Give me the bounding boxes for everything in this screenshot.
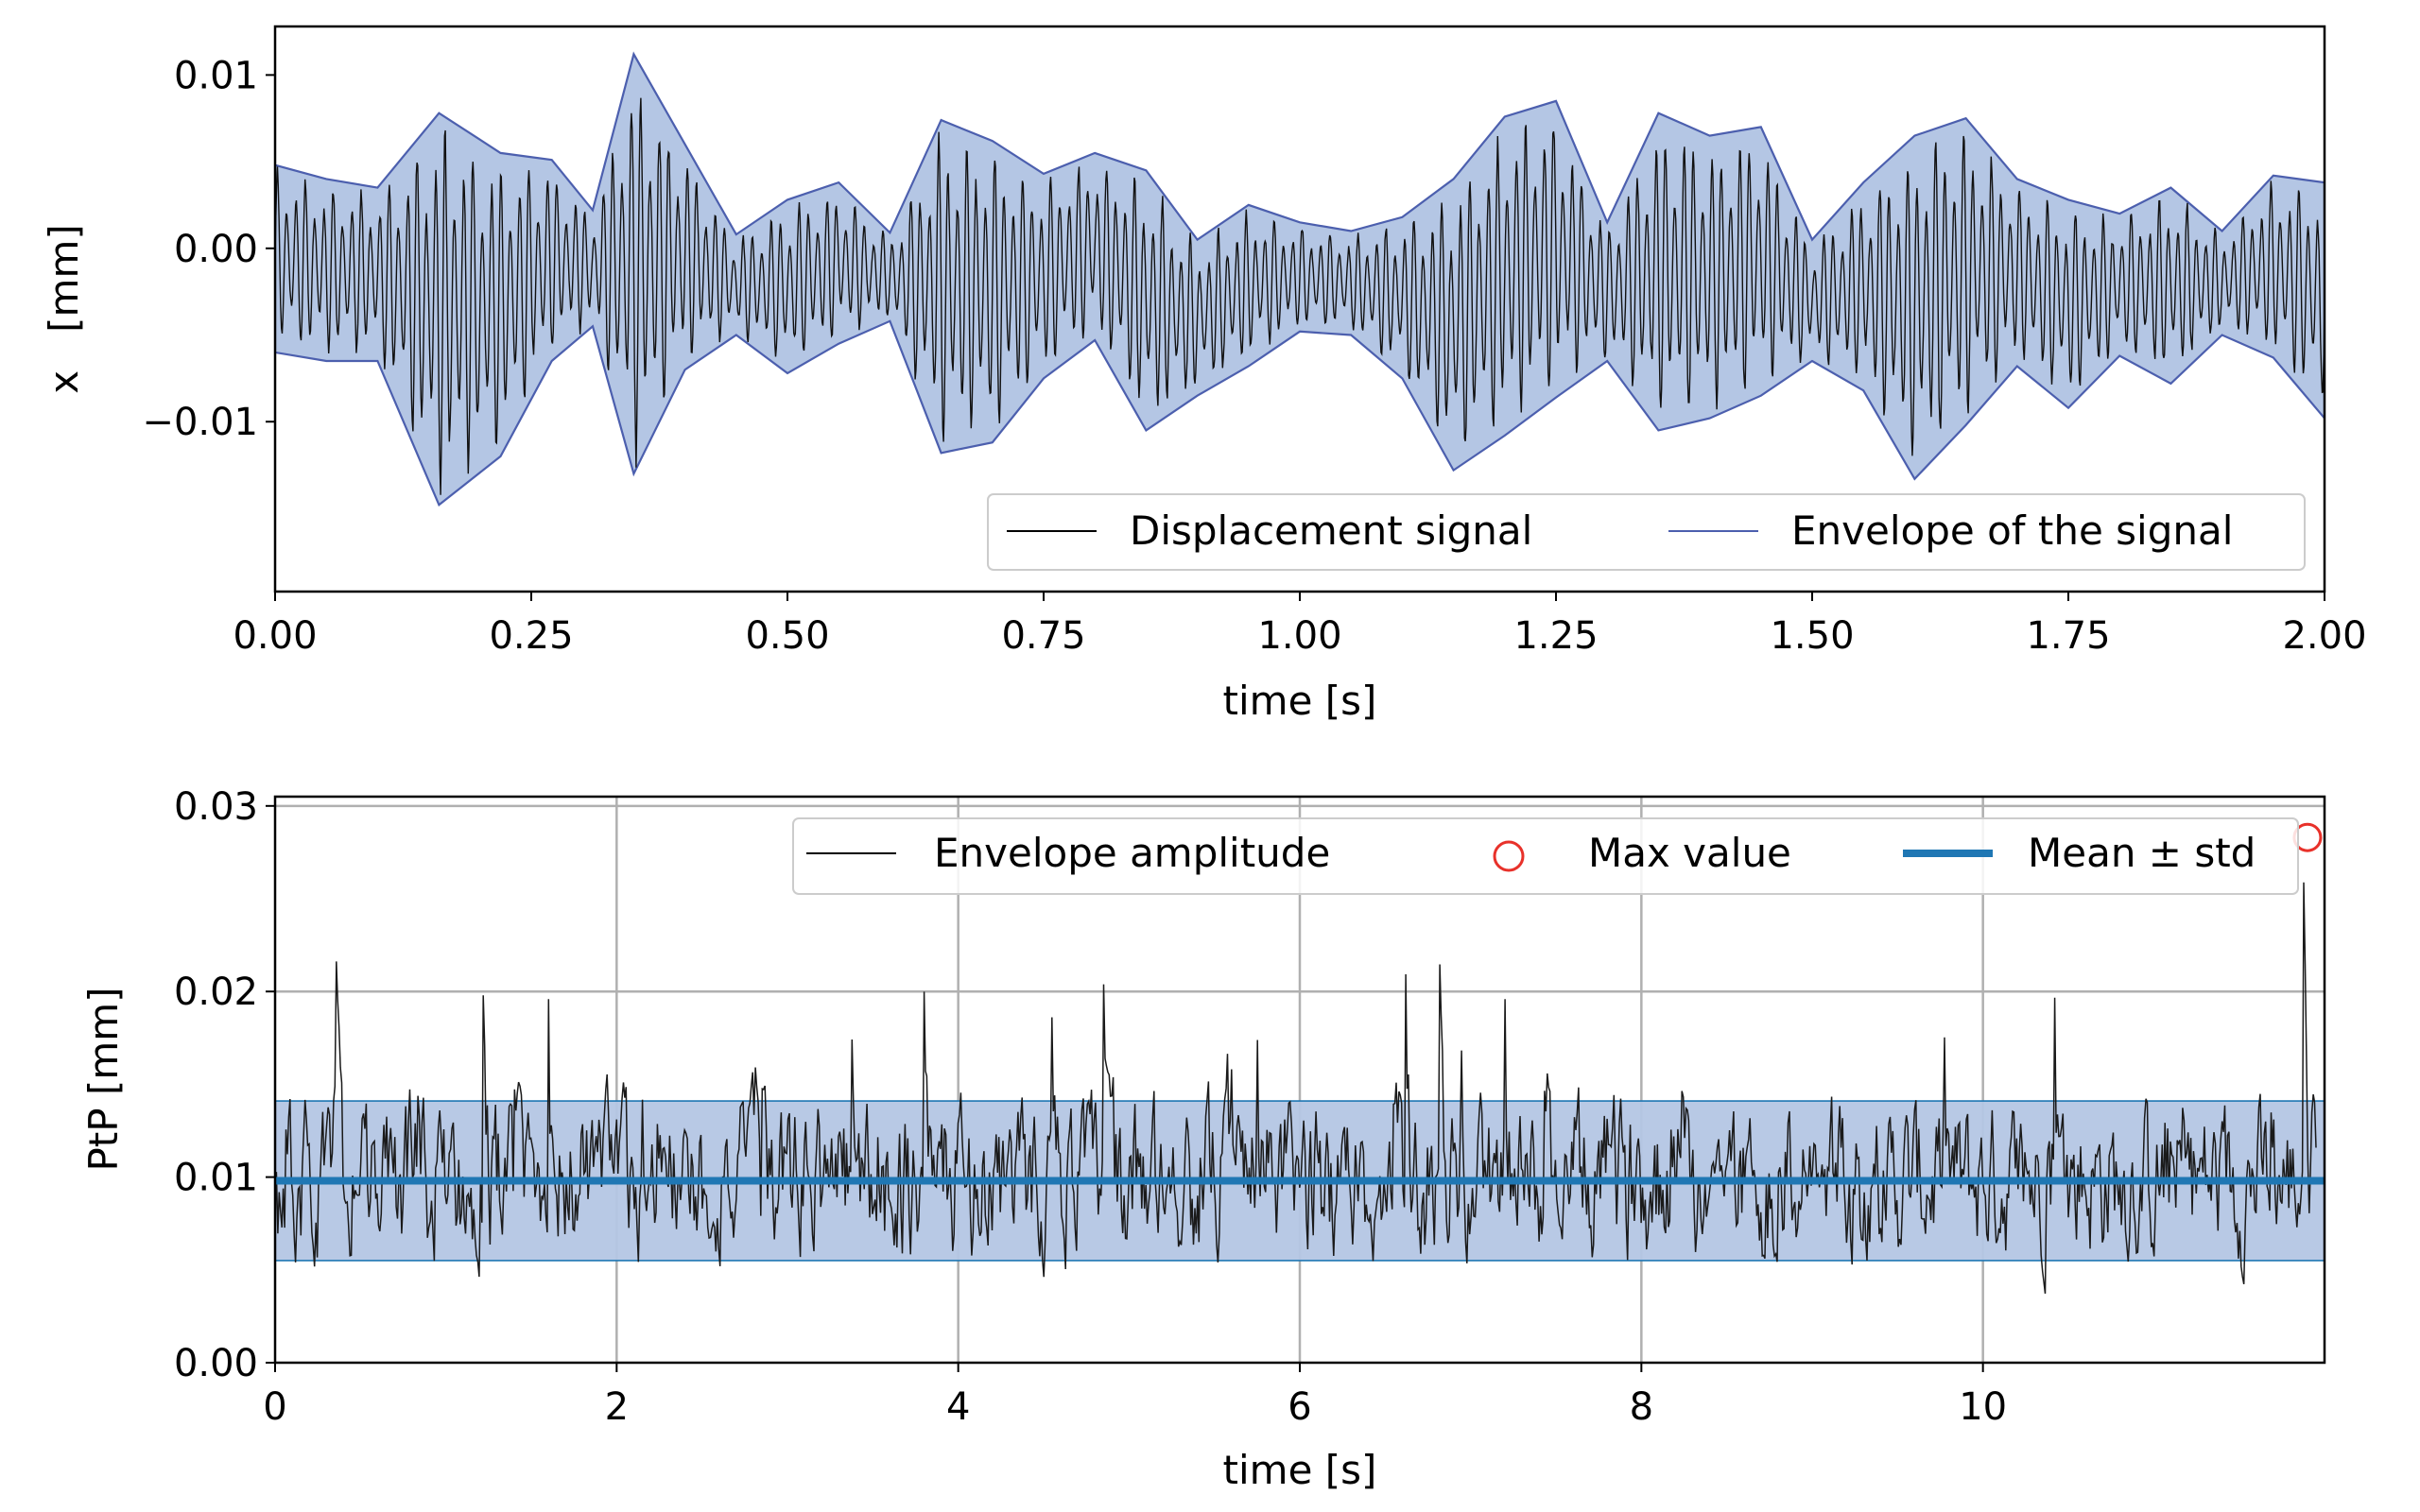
- top-y-tick-label: 0.01: [174, 54, 258, 97]
- bottom-legend-frame: [792, 817, 2299, 895]
- top-legend: Displacement signal Envelope of the sign…: [987, 493, 2306, 571]
- legend-mean-label: Mean ± std: [2028, 830, 2256, 876]
- bottom-y-tick-label: 0.00: [174, 1342, 258, 1385]
- displacement-signal-line: [275, 97, 2325, 495]
- bottom-x-tick-label: 8: [1630, 1385, 1653, 1429]
- bottom-legend: Envelope amplitude Max value Mean ± std: [792, 817, 2299, 895]
- envelope-amplitude-line: [275, 882, 2317, 1294]
- bottom-y-ticks: 0.00 0.01 0.02 0.03: [174, 785, 275, 1385]
- bottom-x-tick-label: 6: [1288, 1385, 1311, 1429]
- bottom-y-tick-label: 0.01: [174, 1157, 258, 1200]
- top-x-tick-label: 2.00: [2282, 614, 2366, 658]
- top-y-ticks: 0.01 0.00 −0.01: [142, 54, 275, 444]
- top-subplot: 0.00 0.25 0.50 0.75 1.00 1.25 1.50 1.75 2.00 0.0…: [41, 25, 2367, 724]
- legend-displacement-label: Displacement signal: [1130, 507, 1532, 554]
- top-x-tick-label: 1.50: [1770, 614, 1854, 658]
- top-x-tick-label: 0.75: [1001, 614, 1085, 658]
- envelope-upper-line: [275, 51, 2325, 242]
- legend-envelope-label: Envelope of the signal: [1791, 507, 2233, 554]
- top-x-tick-label: 0.50: [745, 614, 829, 658]
- top-y-tick-label: −0.01: [142, 401, 258, 444]
- top-x-ticks: 0.00 0.25 0.50 0.75 1.00 1.25 1.50 1.75 2.00: [233, 592, 2367, 658]
- top-x-axis-label: time [s]: [1223, 678, 1377, 724]
- bottom-x-tick-label: 0: [263, 1385, 286, 1429]
- bottom-x-axis-label: time [s]: [1223, 1447, 1377, 1493]
- bottom-x-tick-label: 10: [1959, 1385, 2007, 1429]
- top-x-tick-label: 1.25: [1513, 614, 1598, 658]
- bottom-y-tick-label: 0.03: [174, 785, 258, 829]
- top-x-tick-label: 0.25: [489, 614, 573, 658]
- legend-amplitude-label: Envelope amplitude: [934, 830, 1330, 876]
- top-y-axis-label: x [mm]: [41, 224, 87, 394]
- bottom-y-tick-label: 0.02: [174, 971, 258, 1014]
- bottom-subplot: 0 2 4 6 8 10 0.00 0.01 0.02 0.03 time [s] PtP [m…: [80, 785, 2326, 1493]
- legend-max-label: Max value: [1588, 830, 1791, 876]
- top-x-tick-label: 1.75: [2026, 614, 2110, 658]
- envelope-lower-line: [275, 319, 2325, 507]
- top-x-tick-label: 1.00: [1257, 614, 1341, 658]
- legend-max-swatch: [1493, 840, 1525, 872]
- top-y-tick-label: 0.00: [174, 228, 258, 271]
- bottom-x-tick-label: 2: [605, 1385, 629, 1429]
- top-legend-frame: [987, 493, 2306, 571]
- bottom-x-tick-label: 4: [946, 1385, 970, 1429]
- bottom-y-axis-label: PtP [mm]: [80, 987, 127, 1171]
- bottom-x-ticks: 0 2 4 6 8 10: [263, 1363, 2007, 1429]
- top-x-tick-label: 0.00: [233, 614, 317, 658]
